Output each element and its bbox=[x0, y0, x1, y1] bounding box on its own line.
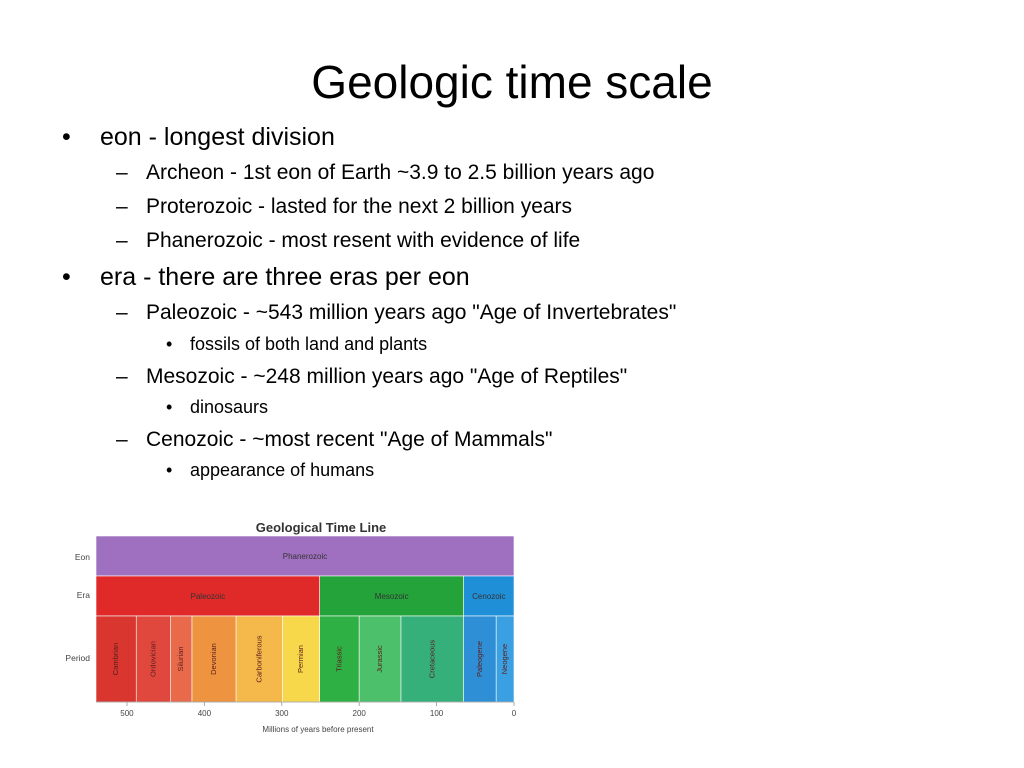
eon-phanerozoic: Phanerozoic bbox=[95, 535, 515, 577]
period-label: Ordovician bbox=[148, 641, 157, 677]
dash-marker: – bbox=[116, 301, 128, 324]
period-triassic: Triassic bbox=[319, 615, 360, 703]
subsubbullet-text: appearance of humans bbox=[190, 460, 375, 480]
dash-marker: – bbox=[116, 428, 128, 451]
row-label-period: Period bbox=[65, 653, 90, 663]
period-silurian: Silurian bbox=[170, 615, 193, 703]
subbullet-text: Mesozoic - ~248 million years ago "Age o… bbox=[146, 365, 628, 388]
period-label: Neogene bbox=[500, 644, 509, 674]
bullet-marker: • bbox=[62, 263, 71, 291]
subsubbullet-text: dinosaurs bbox=[190, 397, 269, 417]
period-cambrian: Cambrian bbox=[95, 615, 137, 703]
era-bar bbox=[95, 575, 321, 617]
slide-title: Geologic time scale bbox=[311, 56, 713, 108]
timeline-title: Geological Time Line bbox=[256, 520, 387, 535]
dot-marker: • bbox=[166, 397, 173, 417]
row-label-eon: Eon bbox=[75, 552, 90, 562]
subbullet-text: Archeon - 1st eon of Earth ~3.9 to 2.5 b… bbox=[146, 161, 655, 184]
eon-label: Phanerozoic bbox=[283, 552, 327, 561]
period-label: Cambrian bbox=[111, 643, 120, 676]
subbullet-text: Proterozoic - lasted for the next 2 bill… bbox=[146, 195, 573, 218]
era-mesozoic: Mesozoic bbox=[319, 575, 464, 617]
era-cenozoic: Cenozoic bbox=[463, 575, 515, 617]
dash-marker: – bbox=[116, 365, 128, 388]
axis-tick-label: 0 bbox=[512, 709, 517, 718]
period-cretaceous: Cretaceous bbox=[400, 615, 464, 703]
subsubbullet-text: fossils of both land and plants bbox=[190, 334, 428, 354]
period-neogene: Neogene bbox=[495, 615, 515, 703]
axis-tick-label: 300 bbox=[275, 709, 289, 718]
period-label: Permian bbox=[296, 645, 305, 673]
dot-marker: • bbox=[166, 334, 173, 354]
period-jurassic: Jurassic bbox=[358, 615, 402, 703]
axis-tick-label: 400 bbox=[198, 709, 212, 718]
period-label: Triassic bbox=[334, 646, 343, 672]
subbullet-text: Cenozoic - ~most recent "Age of Mammals" bbox=[146, 428, 553, 451]
period-devonian: Devonian bbox=[191, 615, 237, 703]
period-bar bbox=[282, 615, 321, 703]
axis-label: Millions of years before present bbox=[262, 725, 374, 734]
subbullet-text: Phanerozoic - most resent with evidence … bbox=[146, 229, 581, 252]
axis-tick-label: 200 bbox=[353, 709, 367, 718]
period-label: Carboniferous bbox=[254, 635, 263, 682]
geological-time-line-figure: Geological Time Line Eon Era Period Phan… bbox=[65, 520, 517, 734]
bullet-marker: • bbox=[62, 123, 71, 151]
period-label: Jurassic bbox=[375, 645, 384, 673]
bullet-text: era - there are three eras per eon bbox=[100, 263, 470, 291]
period-carboniferous: Carboniferous bbox=[235, 615, 283, 703]
era-bar bbox=[463, 575, 515, 617]
period-label: Cretaceous bbox=[427, 640, 436, 679]
era-bar bbox=[319, 575, 464, 617]
dash-marker: – bbox=[116, 195, 128, 218]
dot-marker: • bbox=[166, 460, 173, 480]
period-bar bbox=[400, 615, 464, 703]
axis-tick-label: 500 bbox=[120, 709, 134, 718]
period-row: Cambrian Ordovician Silurian Devonian Carbon… bbox=[95, 615, 515, 703]
bullet-text: eon - longest division bbox=[100, 123, 335, 151]
axis-tick-label: 100 bbox=[430, 709, 444, 718]
period-ordovician: Ordovician bbox=[135, 615, 171, 703]
dash-marker: – bbox=[116, 161, 128, 184]
period-label: Devonian bbox=[209, 643, 218, 675]
period-label: Paleogene bbox=[475, 641, 484, 677]
period-bar bbox=[463, 615, 497, 703]
period-bar bbox=[235, 615, 283, 703]
era-label: Mesozoic bbox=[375, 592, 409, 601]
time-axis: 500 400 300 200 100 0 bbox=[96, 701, 517, 718]
era-label: Paleozoic bbox=[191, 592, 226, 601]
row-label-era: Era bbox=[77, 590, 91, 600]
era-row: Paleozoic Mesozoic Cenozoic bbox=[95, 575, 515, 617]
period-paleogene: Paleogene bbox=[463, 615, 497, 703]
period-permian: Permian bbox=[282, 615, 321, 703]
period-bar bbox=[95, 615, 137, 703]
period-label: Silurian bbox=[176, 646, 185, 671]
dash-marker: – bbox=[116, 229, 128, 252]
eon-row: Phanerozoic bbox=[95, 535, 515, 577]
period-bar bbox=[191, 615, 237, 703]
era-label: Cenozoic bbox=[472, 592, 505, 601]
subbullet-text: Paleozoic - ~543 million years ago "Age … bbox=[146, 301, 677, 324]
era-paleozoic: Paleozoic bbox=[95, 575, 321, 617]
